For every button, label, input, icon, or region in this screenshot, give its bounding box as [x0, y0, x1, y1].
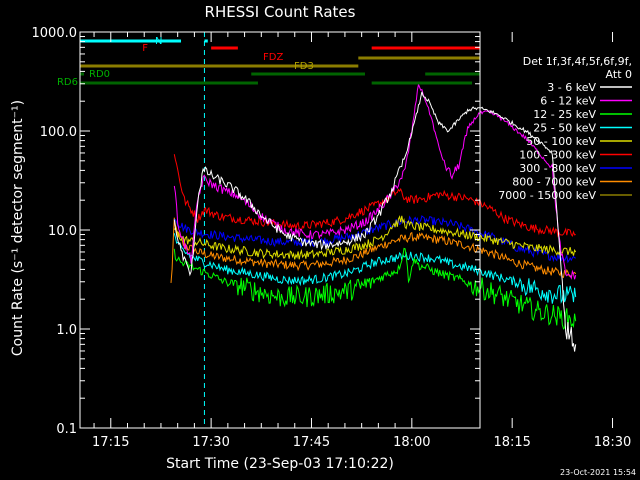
legend-entry-2: 12 - 25 keV [533, 108, 596, 121]
legend-entry-5: 100 - 300 keV [519, 149, 596, 162]
series-line-3 [173, 233, 577, 304]
legend-entry-1: 6 - 12 keV [540, 95, 596, 108]
plot-axes: 0.1 1.0 10.0 100.0 1000.0 17:15 17:30 17:45 18:0… [32, 26, 632, 450]
x-tick-label-2: 17:45 [293, 435, 330, 450]
x-tick-label-1: 17:30 [192, 435, 229, 450]
state-bar-label-fd3: FD3 [294, 61, 314, 72]
legend-entry-3: 25 - 50 keV [533, 122, 596, 135]
legend-entry-0: 3 - 6 keV [547, 81, 596, 94]
state-bar-label-f: F [142, 43, 148, 54]
series-line-4 [173, 215, 577, 260]
instrument-state-bars: NF FDZ FD3 RD0 RD6 [57, 36, 480, 88]
x-tick-label-5: 18:30 [594, 435, 631, 450]
state-bar-label-rd6: RD6 [57, 77, 78, 88]
state-bar-label-fdz: FDZ [263, 52, 283, 63]
series-line-0 [173, 91, 577, 352]
plot-series [170, 82, 577, 352]
state-bar-label-n: N [155, 36, 162, 47]
legend-header-1: Att 0 [606, 68, 632, 81]
legend-entry-6: 300 - 800 keV [519, 162, 596, 175]
y-tick-label-1: 1.0 [56, 323, 77, 338]
x-axis-label: Start Time (23-Sep-03 17:10:22) [166, 456, 394, 472]
y-tick-label-4: 1000.0 [32, 26, 78, 41]
x-tick-label-3: 18:00 [393, 435, 430, 450]
series-line-2 [173, 247, 577, 330]
y-tick-label-0: 0.1 [56, 422, 77, 437]
series-line-5 [173, 154, 576, 238]
legend-entry-8: 7000 - 15000 keV [498, 189, 596, 202]
footer-date: 23-Oct-2021 15:54 [560, 468, 636, 477]
y-tick-label-3: 100.0 [40, 125, 77, 140]
legend-entry-7: 800 - 7000 keV [512, 176, 596, 189]
state-bar-label-rd0: RD0 [89, 69, 110, 80]
y-tick-label-2: 10.0 [48, 224, 77, 239]
series-line-7 [170, 217, 577, 283]
chart-title: RHESSI Count Rates [205, 3, 356, 21]
x-tick-label-0: 17:15 [92, 435, 129, 450]
y-axis-label: Count Rate (s⁻¹ detector segment⁻¹) [10, 100, 26, 356]
legend-entry-4: 50 - 100 keV [526, 135, 596, 148]
x-tick-label-4: 18:15 [493, 435, 530, 450]
legend-header-0: Det 1f,3f,4f,5f,6f,9f, [523, 55, 632, 68]
